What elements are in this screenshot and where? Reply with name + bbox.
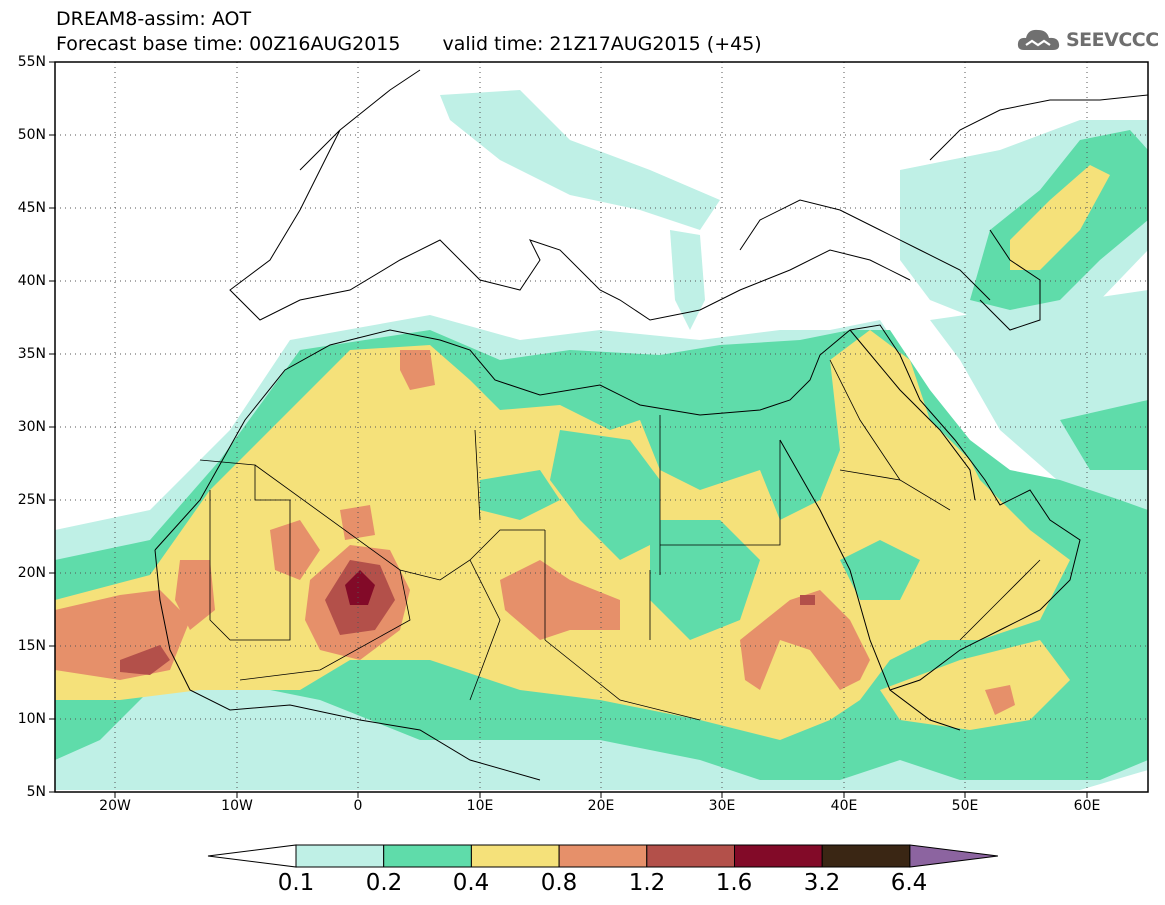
- cloud-icon: [1017, 29, 1060, 50]
- coastlines: [154, 69, 1148, 781]
- lon-label: 50E: [951, 798, 979, 814]
- lon-label: 40E: [830, 798, 858, 814]
- lat-label: 30N: [17, 419, 46, 435]
- lat-label: 35N: [17, 346, 46, 362]
- lat-label: 25N: [17, 492, 46, 508]
- aot-level-1.6: [345, 570, 375, 605]
- lat-label: 10N: [17, 711, 46, 727]
- lat-label: 50N: [17, 127, 46, 143]
- axis-ticks: [49, 61, 1088, 798]
- lat-label: 15N: [17, 638, 46, 654]
- lon-label: 20W: [99, 798, 131, 814]
- lon-label: 0: [353, 798, 363, 814]
- valid-time: valid time: 21Z17AUG2015 (+45): [442, 33, 762, 55]
- lat-label: 40N: [17, 273, 46, 289]
- lon-label: 60E: [1073, 798, 1101, 814]
- forecast-times: Forecast base time: 00Z16AUG2015 valid ti…: [56, 33, 762, 55]
- lat-label: 5N: [26, 784, 46, 800]
- lat-label: 20N: [17, 565, 46, 581]
- lat-label: 55N: [17, 54, 46, 70]
- legend-label: 0.1: [277, 870, 315, 896]
- legend-label: 0.8: [540, 870, 578, 896]
- map-title: DREAM8-assim: AOT: [56, 8, 252, 30]
- seevccc-logo: SEEVCCC: [1016, 26, 1159, 56]
- lon-label: 30E: [708, 798, 736, 814]
- lat-lon-grid: [55, 62, 1148, 792]
- legend-label: 1.6: [715, 870, 753, 896]
- legend-label: 6.4: [890, 870, 928, 896]
- aot-map: [49, 61, 1149, 798]
- base-time: Forecast base time: 00Z16AUG2015: [56, 33, 401, 55]
- lon-label: 10W: [221, 798, 253, 814]
- country-borders: [199, 359, 1041, 721]
- legend-label: 3.2: [803, 870, 841, 896]
- legend-label: 0.4: [452, 870, 490, 896]
- lon-label: 20E: [587, 798, 615, 814]
- legend-label: 1.2: [628, 870, 666, 896]
- lon-label: 10E: [466, 798, 494, 814]
- logo-text: SEEVCCC: [1066, 29, 1159, 51]
- legend-label: 0.2: [365, 870, 403, 896]
- lat-label: 45N: [17, 200, 46, 216]
